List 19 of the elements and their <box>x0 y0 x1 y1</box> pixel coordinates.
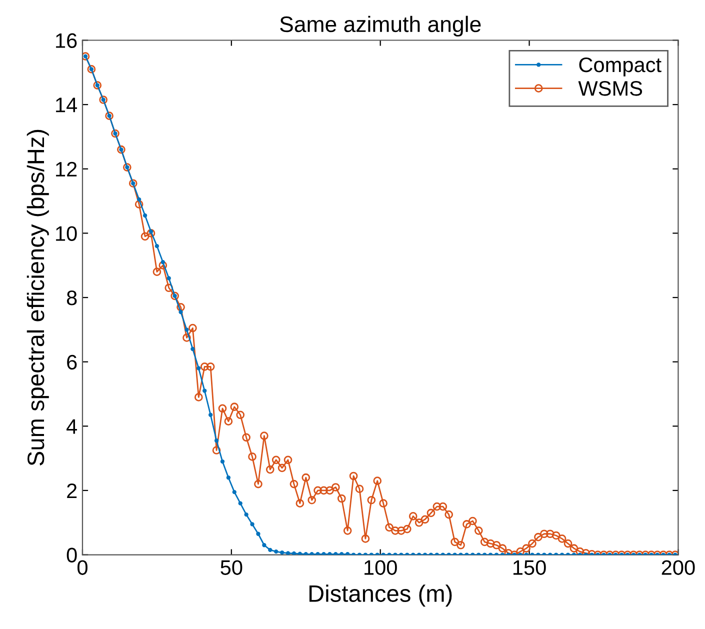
y-tick-label: 16 <box>56 33 77 48</box>
y-tick-label: 4 <box>66 419 78 434</box>
x-tick-label: 50 <box>220 560 242 575</box>
y-tick-label: 14 <box>56 98 78 112</box>
x-tick-label: 0 <box>78 560 88 575</box>
y-tick-label: 8 <box>66 290 77 306</box>
y-tick-label: 10 <box>56 226 77 241</box>
chart-title: Same azimuth angle <box>280 16 481 37</box>
x-axis-title: Distances (m) <box>309 584 452 607</box>
y-tick-label: 6 <box>67 354 77 370</box>
x-tick-label: 100 <box>364 560 397 575</box>
x-tick-label: 200 <box>662 560 695 575</box>
y-tick-label: 12 <box>56 162 77 176</box>
legend-label: WSMS <box>578 81 642 96</box>
legend-label: Compact <box>579 57 662 76</box>
y-tick-label: 0 <box>66 548 77 563</box>
y-tick-label: 2 <box>67 483 77 498</box>
y-axis-title: Sum spectral efficiency (bps/Hz) <box>26 130 49 466</box>
x-tick-label: 150 <box>513 560 546 575</box>
